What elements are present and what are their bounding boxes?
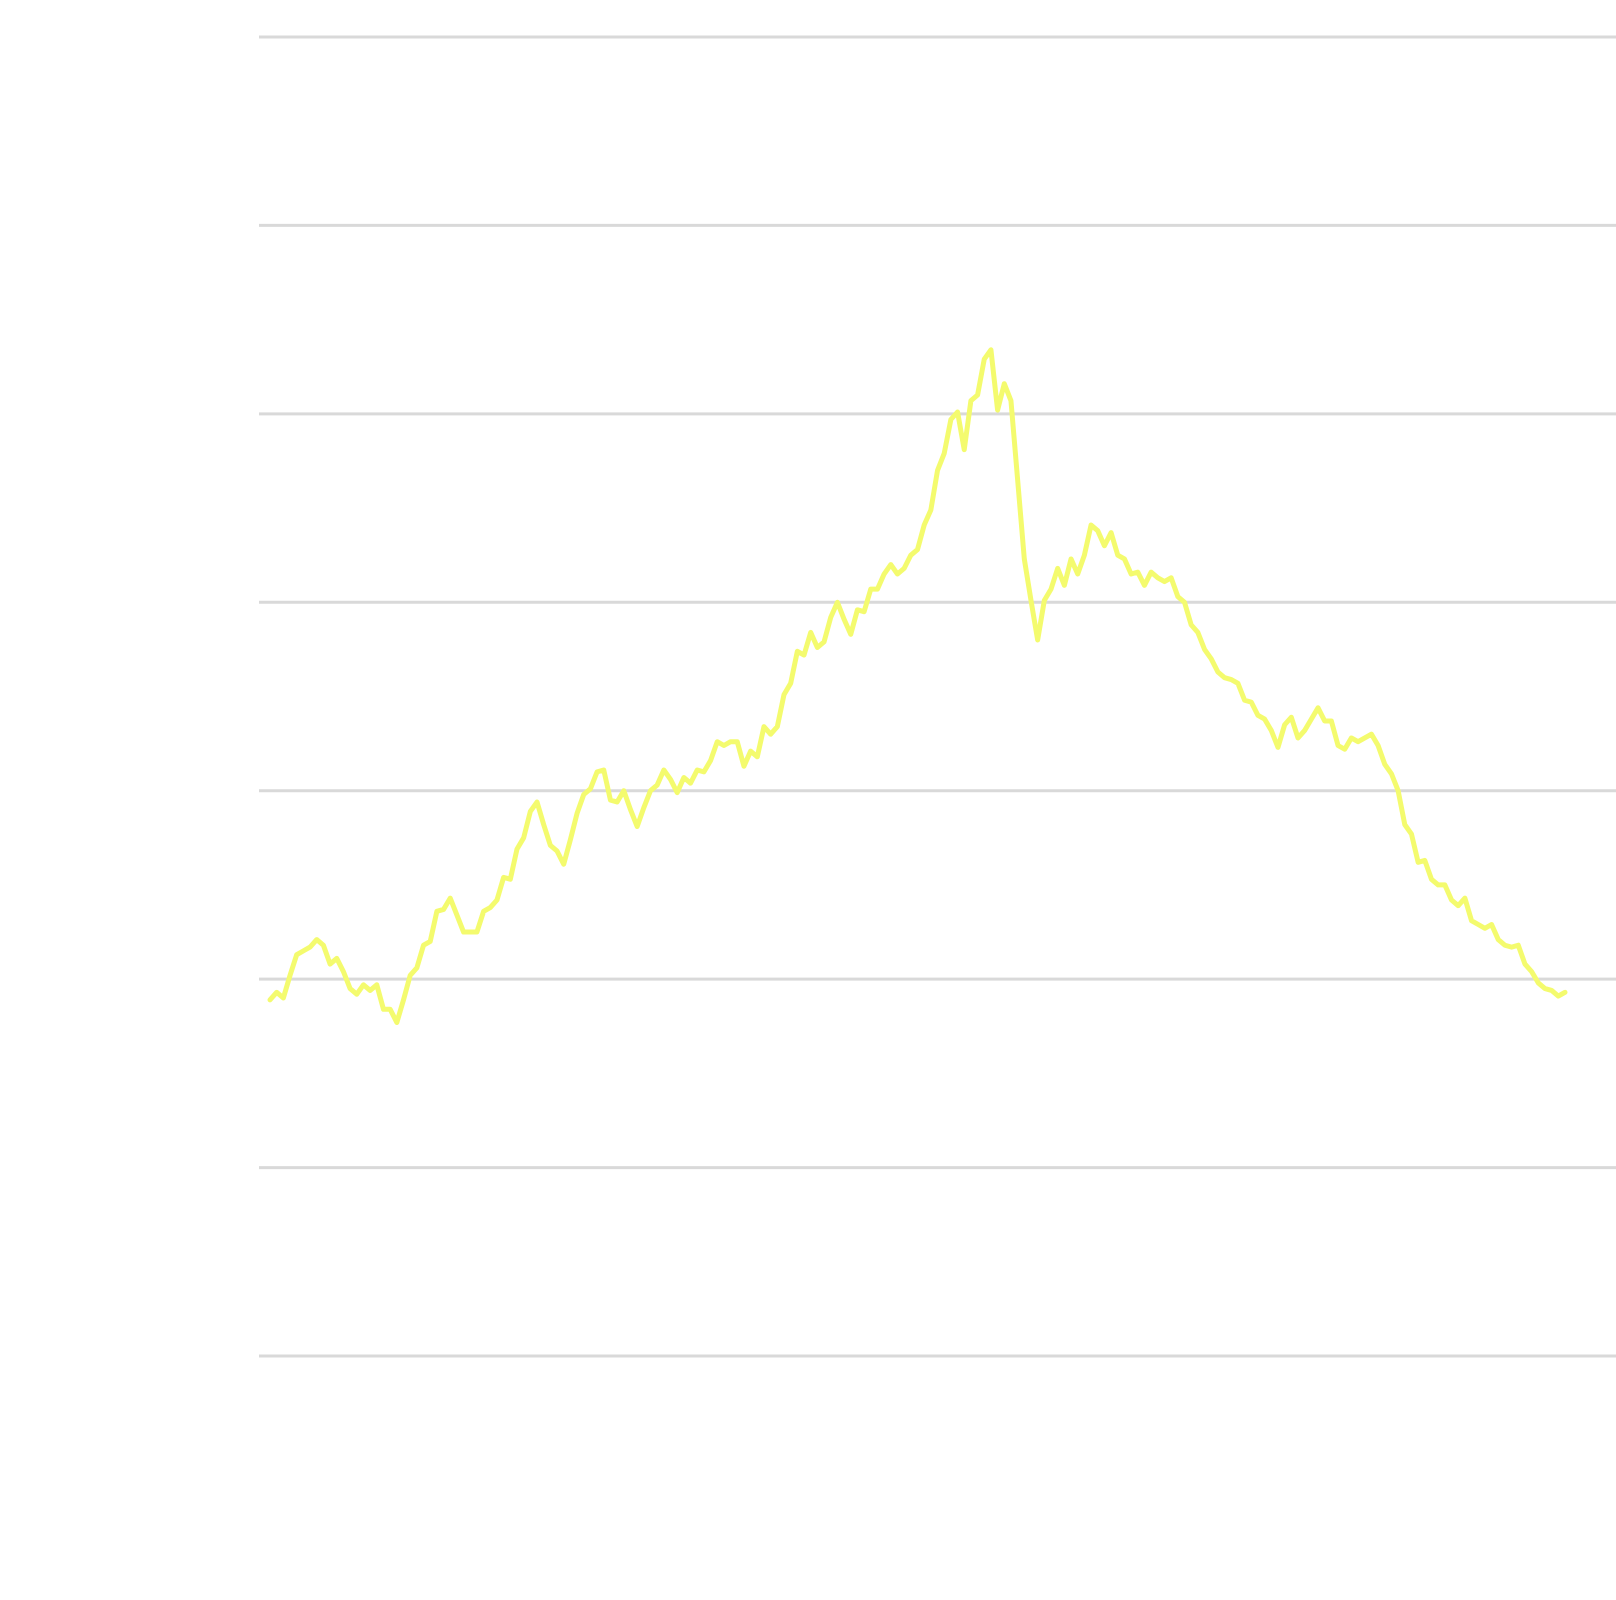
data-line xyxy=(267,347,1568,1025)
